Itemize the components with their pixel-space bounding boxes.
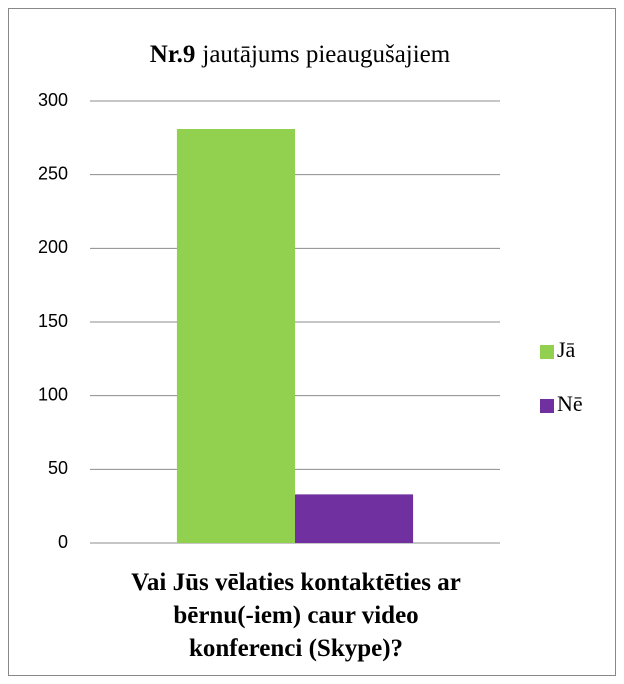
legend-label: Jā	[557, 337, 576, 362]
chart-title: Nr.9 jautājums pieaugušajiem	[150, 41, 451, 68]
y-tick-label: 0	[58, 532, 68, 552]
y-tick-label: 250	[38, 163, 68, 183]
legend-swatch	[540, 345, 554, 359]
title-text: jautājums pieaugušajiem	[201, 41, 450, 68]
y-tick-label: 300	[38, 90, 68, 110]
y-tick-label: 150	[38, 311, 68, 331]
bar	[176, 128, 295, 543]
y-tick-label: 200	[38, 237, 68, 257]
x-tick-label: Vai Jūs vēlaties kontaktēties ar bērnu(-…	[131, 569, 461, 662]
bar	[295, 494, 414, 543]
legend-label: Nē	[557, 391, 583, 416]
y-tick-label: 100	[38, 384, 68, 404]
legend-swatch	[540, 399, 554, 413]
chart-frame	[8, 8, 616, 676]
title-bold: Nr.9	[150, 41, 196, 68]
y-tick-label: 50	[48, 458, 68, 478]
